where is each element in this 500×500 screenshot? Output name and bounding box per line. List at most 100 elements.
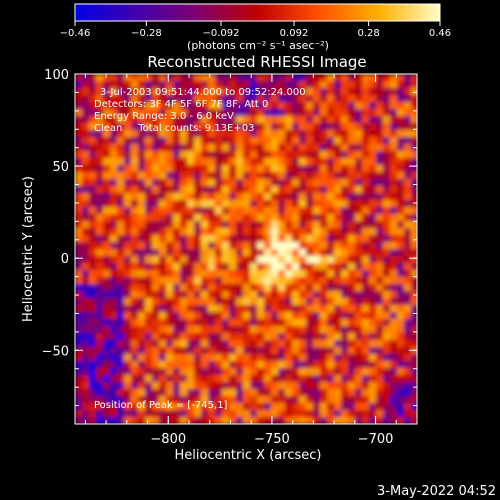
heatmap-cell <box>110 396 118 404</box>
heatmap-cell <box>341 123 349 131</box>
heatmap-cell <box>75 130 83 138</box>
heatmap-cell <box>376 305 384 313</box>
heatmap-cell <box>327 158 335 166</box>
heatmap-cell <box>320 368 328 376</box>
heatmap-cell <box>187 375 195 383</box>
heatmap-cell <box>376 396 384 404</box>
heatmap-cell <box>89 361 97 369</box>
heatmap-cell <box>75 361 83 369</box>
heatmap-cell <box>222 144 230 152</box>
heatmap-cell <box>159 130 167 138</box>
heatmap-cell <box>159 319 167 327</box>
plot-frame <box>74 73 418 425</box>
heatmap-cell <box>117 319 125 327</box>
heatmap-cell <box>320 284 328 292</box>
heatmap-cell <box>110 270 118 278</box>
heatmap-cell <box>306 186 314 194</box>
heatmap-cell <box>355 172 363 180</box>
heatmap-cell <box>257 214 265 222</box>
heatmap-cell <box>369 74 377 82</box>
heatmap-cell <box>166 319 174 327</box>
heatmap-cell <box>166 354 174 362</box>
heatmap-cell <box>96 151 104 159</box>
heatmap-cell <box>334 88 342 96</box>
heatmap-cell <box>89 207 97 215</box>
heatmap-cell <box>320 207 328 215</box>
heatmap-cell <box>264 417 272 424</box>
heatmap-cell <box>166 242 174 250</box>
heatmap-cell <box>383 186 391 194</box>
heatmap-cell <box>292 207 300 215</box>
heatmap-cell <box>194 81 202 89</box>
heatmap-cell <box>355 116 363 124</box>
heatmap-cell <box>362 123 370 131</box>
heatmap-cell <box>131 200 139 208</box>
heatmap-cell <box>299 116 307 124</box>
heatmap-cell <box>124 109 132 117</box>
heatmap-cell <box>341 74 349 82</box>
heatmap-cell <box>306 417 314 424</box>
heatmap-cell <box>355 368 363 376</box>
heatmap-cell <box>131 256 139 264</box>
heatmap-cell <box>334 305 342 313</box>
heatmap-cell <box>355 319 363 327</box>
heatmap-cell <box>278 410 286 418</box>
heatmap-cell <box>103 179 111 187</box>
heatmap-cell <box>271 375 279 383</box>
heatmap-cell <box>145 144 153 152</box>
heatmap-cell <box>96 228 104 236</box>
heatmap-cell <box>236 193 244 201</box>
heatmap-cell <box>341 116 349 124</box>
heatmap-cell <box>138 312 146 320</box>
heatmap-cell <box>313 368 321 376</box>
heatmap-cell <box>390 81 398 89</box>
heatmap-cell <box>355 417 363 424</box>
heatmap-cell <box>117 284 125 292</box>
heatmap-cell <box>376 333 384 341</box>
heatmap-cell <box>376 116 384 124</box>
heatmap-cell <box>215 186 223 194</box>
heatmap-cell <box>173 193 181 201</box>
heatmap-cell <box>131 312 139 320</box>
heatmap-cell <box>362 382 370 390</box>
heatmap-cell <box>369 277 377 285</box>
heatmap-cell <box>369 410 377 418</box>
heatmap-cell <box>173 235 181 243</box>
heatmap-cell <box>96 270 104 278</box>
heatmap-cell <box>194 123 202 131</box>
heatmap-cell <box>180 396 188 404</box>
heatmap-cell <box>292 221 300 229</box>
heatmap-cell <box>82 249 90 257</box>
heatmap-cell <box>334 151 342 159</box>
heatmap-cell <box>299 221 307 229</box>
heatmap-cell <box>222 270 230 278</box>
heatmap-cell <box>285 368 293 376</box>
heatmap-cell <box>173 88 181 96</box>
heatmap-cell <box>285 291 293 299</box>
heatmap-cell <box>222 326 230 334</box>
heatmap-cell <box>341 200 349 208</box>
heatmap-cell <box>411 193 417 201</box>
heatmap-cell <box>187 368 195 376</box>
heatmap-cell <box>334 277 342 285</box>
heatmap-cell <box>334 242 342 250</box>
heatmap-cell <box>404 228 412 236</box>
heatmap-cell <box>208 109 216 117</box>
heatmap-cell <box>159 137 167 145</box>
heatmap-cell <box>341 179 349 187</box>
heatmap-cell <box>82 186 90 194</box>
heatmap-cell <box>334 158 342 166</box>
heatmap-cell <box>103 277 111 285</box>
heatmap-cell <box>306 116 314 124</box>
heatmap-cell <box>264 340 272 348</box>
heatmap-cell <box>152 298 160 306</box>
heatmap-cell <box>96 326 104 334</box>
heatmap-cell <box>376 151 384 159</box>
heatmap-cell <box>390 382 398 390</box>
heatmap-cell <box>369 396 377 404</box>
heatmap-cell <box>208 88 216 96</box>
heatmap-cell <box>96 291 104 299</box>
heatmap-cell <box>131 403 139 411</box>
heatmap-cell <box>292 130 300 138</box>
heatmap-cell <box>180 235 188 243</box>
